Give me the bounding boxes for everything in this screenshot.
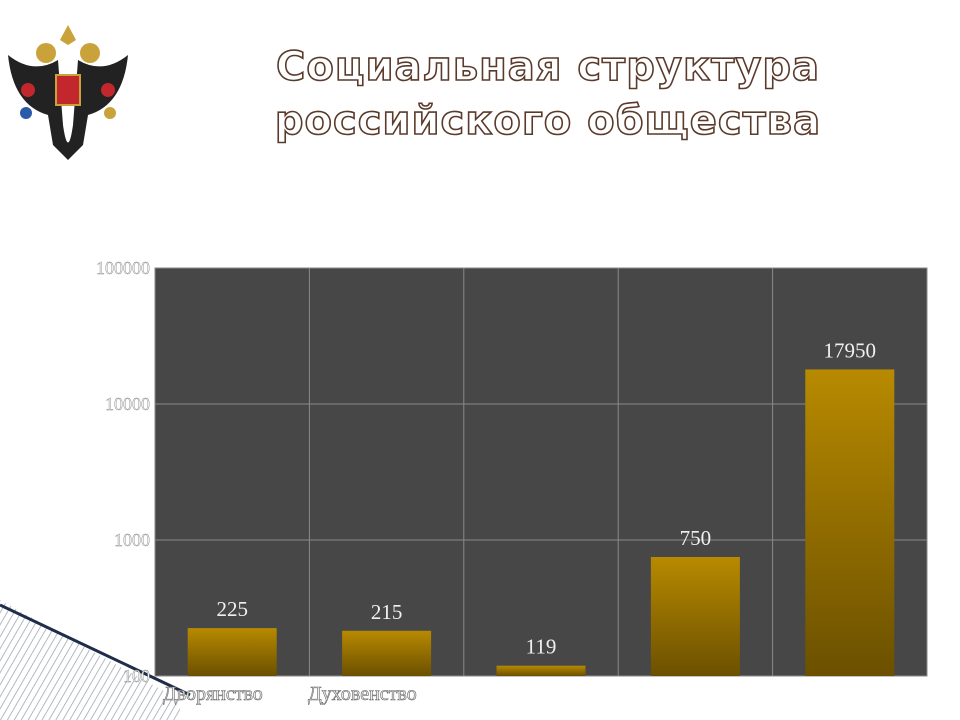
value-label: 215 xyxy=(371,600,403,624)
coat-of-arms xyxy=(8,25,128,160)
value-label: 17950 xyxy=(824,338,877,362)
chart: 100 1000 10000 100000 225 Дворянство 215 Духове… xyxy=(96,258,928,705)
bar xyxy=(342,630,432,676)
bar xyxy=(650,556,740,676)
y-tick-label: 100000 xyxy=(96,258,150,278)
bar xyxy=(805,369,895,676)
slide-title: российского общества xyxy=(275,98,821,144)
decoration-line xyxy=(0,603,191,697)
y-tick-label: 10000 xyxy=(105,394,150,414)
plot-area xyxy=(155,268,927,676)
x-tick-label: Дворянство xyxy=(163,683,263,705)
decoration xyxy=(0,600,180,720)
value-label: 225 xyxy=(216,597,248,621)
y-tick-label: 1000 xyxy=(114,530,150,550)
y-tick-label: 100 xyxy=(123,666,150,686)
bar xyxy=(496,665,586,676)
value-label: 750 xyxy=(680,526,712,550)
value-label: 119 xyxy=(526,635,557,659)
slide-title: Социальная структура xyxy=(276,44,820,90)
x-tick-label: Духовенство xyxy=(308,683,417,705)
bar xyxy=(187,628,277,676)
